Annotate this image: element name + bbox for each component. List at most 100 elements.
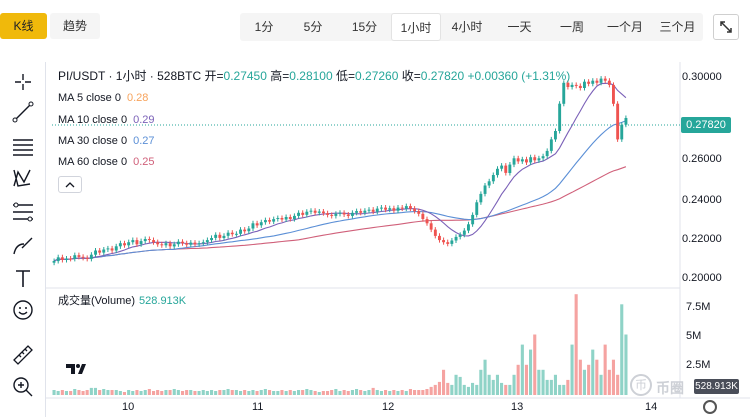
volume-bar <box>582 369 586 395</box>
candle-body <box>512 158 516 165</box>
pattern-icon <box>13 169 31 187</box>
candle-body <box>85 257 89 259</box>
volume-bar <box>81 391 85 395</box>
volume-bar <box>168 390 172 395</box>
candle-body <box>612 84 615 104</box>
ruler-tool[interactable] <box>10 342 36 366</box>
candle-body <box>81 256 85 258</box>
brush-tool[interactable] <box>10 234 36 258</box>
volume-bar <box>106 390 110 395</box>
candle-body <box>558 103 562 131</box>
volume-bar <box>371 387 375 395</box>
chart-legend: PI/USDT · 1小时 · 528BTC 开=0.27450 高=0.281… <box>58 67 570 84</box>
volume-bar <box>558 384 562 395</box>
volume-legend: 成交量(Volume) 528.913K <box>58 292 186 308</box>
crosshair-tool[interactable] <box>10 70 36 94</box>
tab-trend[interactable]: 趋势 <box>50 13 100 39</box>
candle-body <box>114 246 118 251</box>
settings-icon[interactable] <box>703 400 717 414</box>
candle-body <box>624 118 628 125</box>
candle-body <box>351 212 354 216</box>
horizontal-lines-tool[interactable] <box>10 134 36 158</box>
candle-body <box>77 255 81 257</box>
open-value: 0.27450 <box>223 69 267 83</box>
volume-bar <box>566 379 570 395</box>
volume-bar <box>313 391 317 395</box>
interval-button[interactable]: 15分 <box>351 20 378 34</box>
candle-body <box>189 242 193 245</box>
volume-bar <box>553 374 557 395</box>
candle-body <box>471 214 475 225</box>
volume-bar <box>69 391 73 395</box>
candle-body <box>268 220 271 222</box>
volume-bar <box>417 390 421 395</box>
interval-button[interactable]: 一天 <box>507 20 532 34</box>
interval-button[interactable]: 4小时 <box>451 20 483 34</box>
text-tool[interactable] <box>10 266 36 290</box>
volume-bar <box>259 390 263 395</box>
volume-bar <box>421 390 425 395</box>
low-value: 0.27260 <box>355 69 399 83</box>
volume-bar <box>396 391 400 395</box>
emoji-tool[interactable] <box>10 298 36 322</box>
high-value: 0.28100 <box>289 69 333 83</box>
volume-bar <box>508 384 512 395</box>
collapse-legend-button[interactable] <box>58 176 82 193</box>
interval-button[interactable]: 1分 <box>254 20 274 34</box>
candle-body <box>56 257 60 262</box>
candle-body <box>288 217 292 220</box>
candle-body <box>280 218 284 220</box>
volume-bar <box>102 389 106 395</box>
interval-button[interactable]: 5分 <box>303 20 323 34</box>
fullscreen-button[interactable] <box>713 14 739 40</box>
interval-button[interactable]: 一周 <box>559 20 584 34</box>
candle-body <box>367 209 371 211</box>
tradingview-logo <box>62 357 92 381</box>
candle-body <box>537 158 541 161</box>
volume-bar <box>334 389 338 395</box>
volume-tag: 528.913K <box>694 379 739 394</box>
candle-body <box>384 207 387 210</box>
volume-bar <box>147 389 151 395</box>
candle-body <box>98 250 102 253</box>
tab-kline[interactable]: K线 <box>0 13 47 39</box>
candle-body <box>60 257 64 260</box>
ma-30-legend: MA 30 close 0 0.27 <box>58 135 155 147</box>
fib-tool[interactable] <box>10 200 36 224</box>
pattern-tool[interactable] <box>10 166 36 190</box>
candle-body <box>425 219 429 224</box>
volume-bar <box>500 382 504 395</box>
candle-body <box>168 243 172 247</box>
candle-body <box>392 208 396 211</box>
volume-bar <box>570 344 574 395</box>
candle-body <box>284 217 288 220</box>
candle-body <box>94 250 97 255</box>
candle-body <box>516 158 520 162</box>
candle-body <box>65 258 68 260</box>
interval-button[interactable]: 三个月 <box>659 20 696 34</box>
candle-body <box>330 214 334 216</box>
volume-bar <box>280 390 284 395</box>
volume-bar <box>210 390 214 395</box>
candle-body <box>483 185 487 194</box>
candle-body <box>205 240 209 243</box>
zoom-tool[interactable] <box>10 374 36 398</box>
candle-body <box>106 248 110 250</box>
price-tick: 0.24000 <box>682 194 722 206</box>
trend-line-tool[interactable] <box>10 100 36 124</box>
date-tick: 12 <box>382 401 395 413</box>
volume-bar <box>326 391 330 395</box>
volume-tick: 5M <box>686 330 702 342</box>
interval-button[interactable]: 一个月 <box>606 20 643 34</box>
volume-bar <box>135 390 139 395</box>
volume-bar <box>268 390 272 395</box>
volume-bar <box>185 390 189 395</box>
interval-button[interactable]: 1小时 <box>391 13 441 41</box>
ma-30-label: MA 30 close 0 <box>58 135 128 147</box>
volume-bar <box>595 359 599 395</box>
volume-bar <box>620 304 624 395</box>
volume-bar <box>251 390 255 395</box>
candle-body <box>450 240 454 244</box>
volume-bar <box>181 391 185 395</box>
